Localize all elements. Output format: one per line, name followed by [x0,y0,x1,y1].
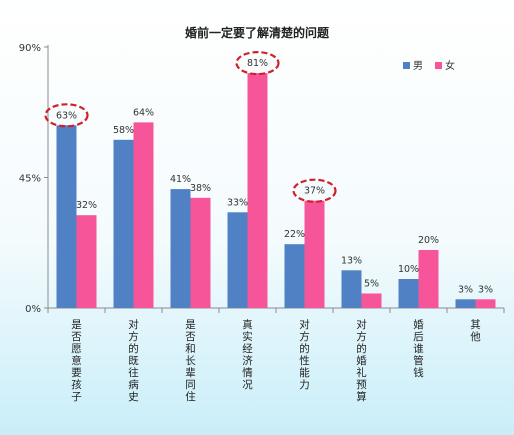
data-label: 33% [227,197,248,208]
highlight-ellipse [44,103,89,128]
category-label-char: 的 [356,342,367,355]
category-label-char: 往 [128,366,139,379]
bar [304,200,325,308]
bar [418,250,439,308]
data-label: 37% [304,186,325,197]
data-label: 32% [76,200,97,211]
legend-swatch [403,62,410,69]
category-label-char: 实 [242,330,253,343]
legend-label: 男 [413,60,423,72]
category-label-char: 钱 [413,366,424,379]
category-label-char: 长 [185,355,196,367]
category-label-char: 孩 [71,378,82,391]
bars [56,73,496,309]
bar [341,270,362,308]
category-label-char: 愿 [71,343,82,355]
category-label-char: 否 [185,331,196,343]
data-label: 13% [341,255,362,266]
category-label-char: 真 [242,318,253,331]
data-label: 41% [170,174,191,185]
category-label-char: 同 [185,379,196,391]
category-label-char: 况 [242,379,253,391]
data-label: 58% [113,125,134,136]
category-label-char: 对 [299,318,310,331]
legend-label: 女 [445,59,455,72]
data-label: 22% [284,229,305,240]
bar [361,293,382,308]
category-label-char: 婚 [413,318,424,331]
data-label: 3% [478,284,493,295]
data-label: 5% [364,279,379,290]
bar [56,125,77,308]
category-label-char: 其 [470,319,481,331]
category-label-char: 对 [356,318,367,331]
category-label-char: 否 [71,331,82,343]
category-label-char: 算 [356,390,367,403]
data-label: 38% [190,183,211,194]
bar [190,197,211,308]
category-label-char: 性 [299,354,310,367]
data-label: 81% [247,58,268,69]
category-label-char: 方 [299,330,310,343]
y-tick-label: 0% [25,304,41,315]
category-label-char: 史 [128,391,139,403]
bar [133,122,154,309]
category-label-char: 经 [242,342,253,355]
category-label-char: 病 [128,378,139,391]
highlight-ellipse [235,50,280,76]
category-label-char: 要 [71,367,82,379]
data-label: 20% [418,235,439,246]
category-label-char: 管 [413,354,424,367]
category-label-char: 和 [185,343,196,355]
category-label-char: 后 [413,331,424,343]
bar [170,189,191,308]
bar [398,279,419,308]
category-labels: 是否愿意要孩子对方的既往病史是否和长辈同住真实经济情况对方的性能力对方的婚礼预算… [71,318,481,403]
y-tick-label: 90% [19,43,41,54]
category-label-char: 既 [128,355,139,367]
data-label: 3% [458,284,473,295]
category-label-char: 是 [185,319,196,331]
legend: 男女 [403,59,455,72]
bar [113,139,134,308]
category-label-char: 住 [185,390,196,403]
category-label-char: 能 [299,366,310,379]
data-label: 63% [56,110,77,121]
y-tick-label: 45% [19,174,41,185]
category-label-char: 的 [299,342,310,355]
category-label-char: 济 [242,354,253,367]
category-label-char: 对 [128,318,139,331]
bar [227,212,248,308]
category-label-char: 谁 [413,343,424,355]
chart-title: 婚前一定要了解清楚的问题 [185,25,330,40]
data-label: 10% [398,264,419,275]
bar [76,215,97,308]
category-label-char: 礼 [356,366,367,379]
category-label-char: 他 [470,330,481,343]
category-label-char: 方 [128,330,139,343]
category-label-char: 的 [128,342,139,355]
category-label-char: 子 [71,391,82,403]
bar [455,299,476,308]
category-label-char: 是 [71,319,82,331]
data-labels: 63% 32% 58% 64% 41%38% 33% 81% 22% 37% 13% 5% 10% 20… [44,50,493,295]
category-label-char: 辈 [185,366,196,379]
bar [247,73,268,308]
category-label-char: 情 [242,366,253,379]
category-label-char: 婚 [356,354,367,367]
category-label-char: 意 [71,354,82,367]
legend-swatch [435,62,442,69]
data-label: 64% [133,107,154,118]
bar [284,244,305,308]
category-label-char: 力 [299,378,310,391]
category-label-char: 预 [356,379,367,391]
highlight-ellipse [292,178,337,203]
bar [475,299,496,308]
category-label-char: 方 [356,330,367,343]
